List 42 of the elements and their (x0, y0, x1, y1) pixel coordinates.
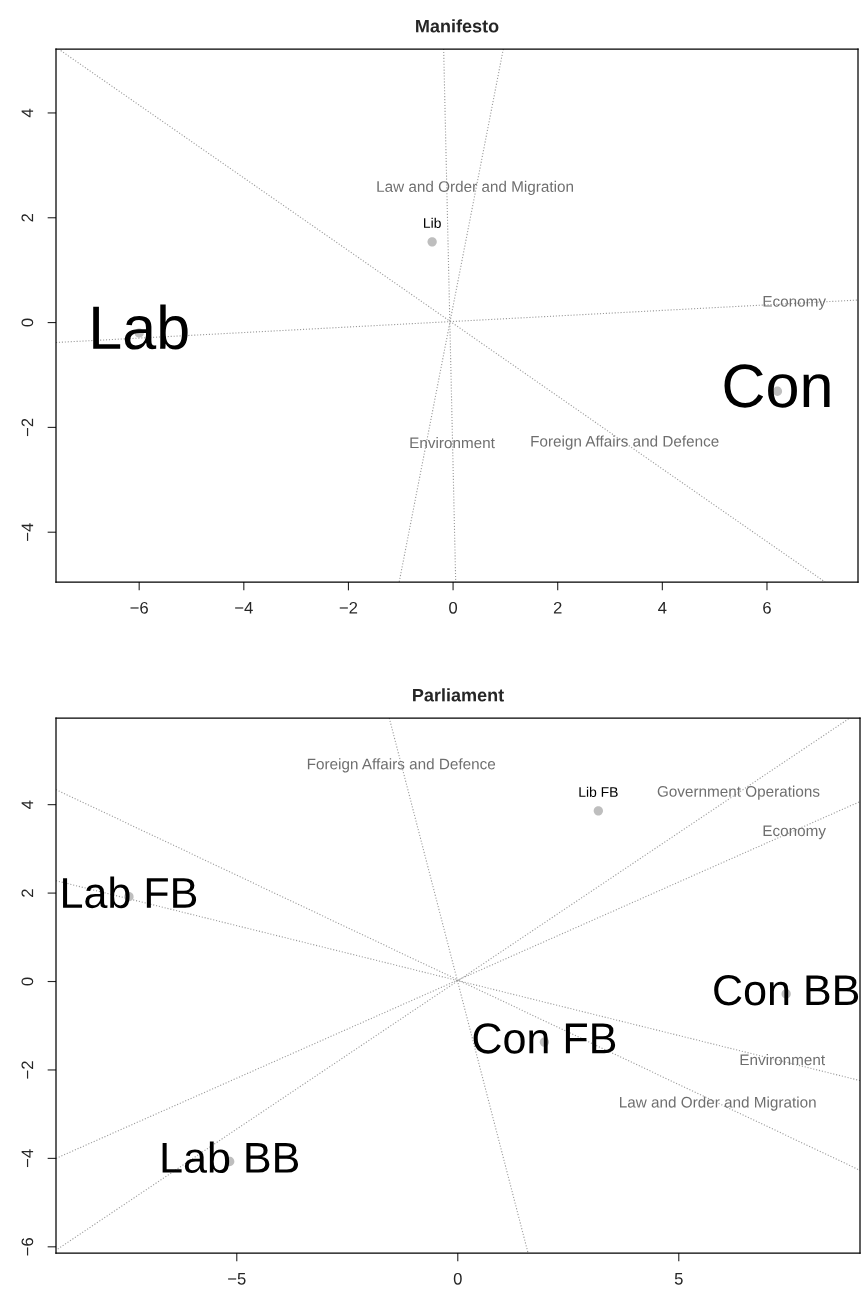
annotation: Environment (410, 437, 495, 449)
point (427, 237, 437, 247)
series-label: Lib (424, 217, 441, 229)
point (593, 806, 603, 816)
y-tick-label: 2 (21, 889, 34, 897)
chart-title: Parliament (413, 688, 504, 702)
annotation: Government Operations (657, 785, 820, 800)
x-tick-label: 4 (658, 602, 667, 614)
x-tick-label: −4 (235, 602, 253, 614)
annotation: Environment (740, 1053, 825, 1066)
x-tick-label: −5 (228, 1273, 246, 1285)
series-label: Lab (93, 304, 188, 350)
series-label: Lab FB (63, 876, 197, 909)
x-tick-label: −2 (339, 601, 358, 614)
y-tick-label: 0 (21, 977, 34, 986)
y-tick-label: 2 (21, 213, 34, 222)
annotation: Law and Order and Migration (377, 180, 573, 195)
x-tick-label: 0 (453, 1272, 462, 1285)
y-tick-label: 4 (21, 800, 34, 809)
series-label: Lab BB (162, 1141, 299, 1174)
y-tick-label: −4 (21, 1149, 34, 1168)
x-tick-label: 0 (449, 601, 458, 614)
annotation: Economy (763, 296, 826, 310)
y-tick-label: −2 (21, 1061, 34, 1079)
series-label: Lib FB (579, 786, 618, 797)
x-tick-label: −6 (130, 601, 148, 614)
x-tick-label: 5 (674, 1273, 683, 1285)
y-tick-label: 4 (21, 108, 34, 118)
annotation: Foreign Affairs and Defence (531, 435, 719, 450)
x-tick-label: 2 (553, 601, 562, 614)
y-tick-label: 0 (21, 318, 34, 327)
annotation: Foreign Affairs and Defence (307, 758, 496, 773)
annotation: Law and Order and Migration (620, 1096, 816, 1111)
chart-title: Manifesto (416, 19, 499, 33)
series-label: Con (724, 364, 830, 408)
y-tick-label: −2 (21, 418, 34, 437)
annotation: Economy (763, 825, 826, 840)
series-label: Con FB (473, 1023, 616, 1054)
y-tick-label: −6 (21, 1238, 34, 1256)
series-label: Con BB (714, 974, 859, 1006)
y-tick-label: −4 (21, 523, 34, 541)
x-tick-label: 6 (763, 601, 771, 614)
